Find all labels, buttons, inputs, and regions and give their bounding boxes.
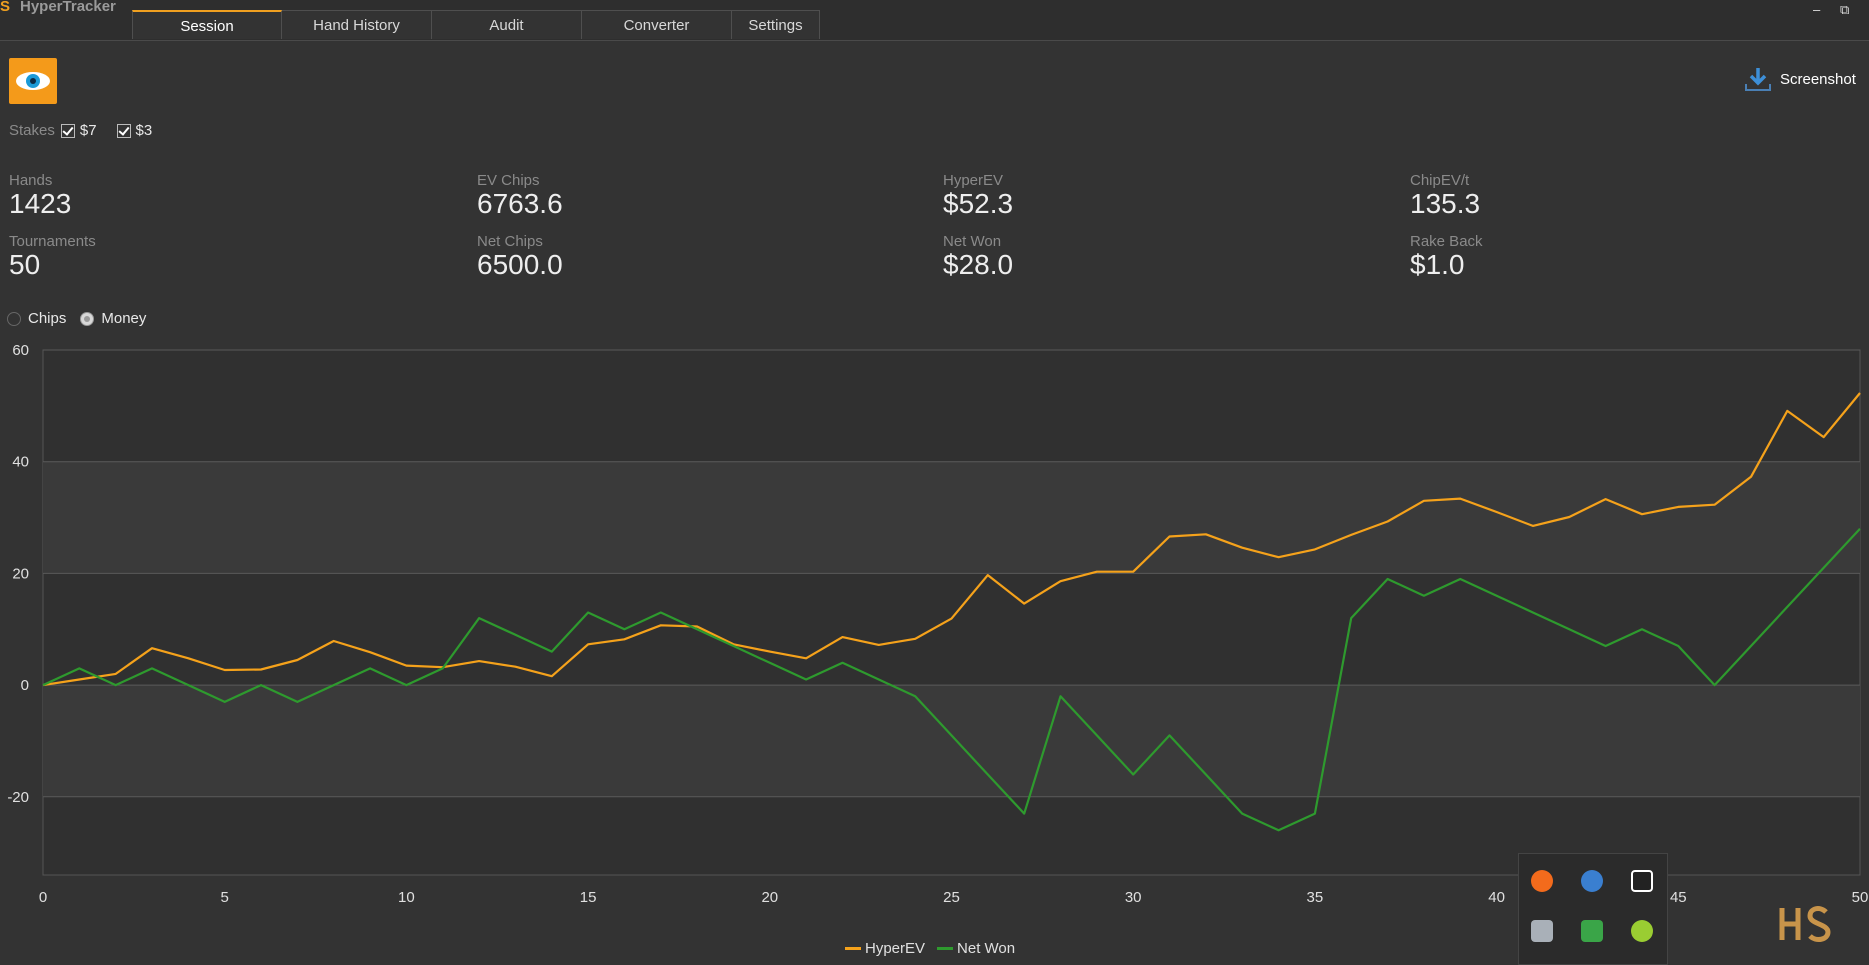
restore-button[interactable]: ⧉ — [1840, 2, 1850, 17]
x-tick-label: 10 — [398, 889, 415, 906]
legend-hyper-ev-label: HyperEV — [865, 940, 926, 957]
stake-3-label: $3 — [135, 122, 153, 139]
plot-band — [43, 461, 1860, 574]
legend-net-won-label: Net Won — [957, 940, 1016, 957]
tab-converter[interactable]: Converter — [582, 10, 732, 39]
stake-7-checkbox[interactable] — [60, 123, 75, 138]
avast-icon[interactable] — [1531, 870, 1553, 892]
eye-icon — [16, 72, 50, 90]
tab-session[interactable]: Session — [132, 10, 282, 39]
chart-legend: HyperEV Net Won — [845, 940, 1027, 957]
stat-net-won: Net Won $28.0 — [943, 234, 1013, 280]
shield-icon[interactable] — [1631, 870, 1653, 892]
tab-audit[interactable]: Audit — [432, 10, 582, 39]
x-tick-label: 25 — [943, 889, 960, 906]
stat-net-chips-label: Net Chips — [477, 233, 543, 250]
legend-net-won-swatch — [937, 947, 954, 950]
chips-radio-label: Chips — [28, 310, 67, 327]
app-logo-icon: S — [0, 0, 11, 15]
hs-logo-icon — [1779, 906, 1831, 942]
y-tick-label: 60 — [12, 342, 29, 359]
stake-3-checkbox[interactable] — [116, 123, 131, 138]
screenshot-label: Screenshot — [1780, 70, 1856, 88]
x-tick-label: 45 — [1670, 889, 1687, 906]
series-line-hyperev — [42, 392, 1861, 687]
stat-chip-ev-t-value: 135.3 — [1410, 188, 1481, 219]
stakes-label: Stakes — [9, 122, 55, 139]
stat-rake-back-label: Rake Back — [1410, 233, 1483, 250]
x-tick-label: 40 — [1488, 889, 1505, 906]
stat-tournaments-value: 50 — [9, 249, 41, 280]
title-bar: S HyperTracker Session Hand History Audi… — [0, 0, 1869, 41]
stat-rake-back-value: $1.0 — [1410, 249, 1465, 280]
y-tick-label: 40 — [12, 454, 29, 471]
y-tick-label: -20 — [7, 789, 29, 806]
stat-ev-chips: EV Chips 6763.6 — [477, 173, 563, 219]
system-tray-popup — [1518, 853, 1668, 965]
moon-app-icon[interactable] — [1581, 870, 1603, 892]
stat-chip-ev-t: ChipEV/t 135.3 — [1410, 173, 1480, 219]
snip-tool-icon[interactable] — [1531, 920, 1553, 942]
session-chart: 60 40 20 0 -20 0 5 10 15 20 25 30 35 40 45 50 — [7, 342, 1869, 906]
stat-rake-back: Rake Back $1.0 — [1410, 234, 1483, 280]
download-icon — [1745, 68, 1771, 91]
x-tick-label: 30 — [1125, 889, 1142, 906]
stat-ev-chips-value: 6763.6 — [477, 188, 563, 219]
series-line-net-won — [42, 527, 1861, 832]
stat-tournaments: Tournaments 50 — [9, 234, 96, 280]
stat-net-won-label: Net Won — [943, 233, 1002, 250]
app-title: HyperTracker — [20, 0, 116, 15]
eye-toggle-button[interactable] — [9, 58, 57, 104]
x-tick-label: 35 — [1307, 889, 1324, 906]
update-notification-icon[interactable] — [1631, 920, 1653, 942]
minimize-button[interactable]: – — [1813, 2, 1821, 17]
x-tick-label: 50 — [1852, 889, 1869, 906]
x-tick-label: 20 — [761, 889, 778, 906]
legend-hyper-ev: HyperEV — [845, 940, 925, 957]
stat-net-chips: Net Chips 6500.0 — [477, 234, 563, 280]
stat-tournaments-label: Tournaments — [9, 233, 96, 250]
stat-hands: Hands 1423 — [9, 173, 71, 219]
stat-net-chips-value: 6500.0 — [477, 249, 563, 280]
stat-hyper-ev: HyperEV $52.3 — [943, 173, 1013, 219]
legend-hyper-ev-swatch — [845, 947, 861, 950]
money-radio-label: Money — [101, 310, 147, 327]
main-tabs: Session Hand History Audit Converter Set… — [132, 10, 820, 40]
legend-net-won: Net Won — [937, 940, 1015, 957]
stat-hands-label: Hands — [9, 172, 53, 189]
tab-hand-history[interactable]: Hand History — [282, 10, 432, 39]
tab-settings[interactable]: Settings — [732, 10, 820, 39]
screenshot-button[interactable]: Screenshot — [1744, 66, 1856, 92]
x-tick-label: 15 — [580, 889, 597, 906]
stat-ev-chips-label: EV Chips — [477, 172, 540, 189]
stat-hands-value: 1423 — [9, 188, 72, 219]
stake-7-label: $7 — [79, 122, 97, 139]
stat-chip-ev-t-label: ChipEV/t — [1410, 172, 1470, 189]
x-tick-label: 0 — [39, 889, 47, 906]
s-app-icon[interactable] — [1581, 920, 1603, 942]
y-tick-label: 20 — [12, 565, 29, 582]
money-radio[interactable] — [80, 311, 95, 326]
view-mode-selector: Chips Money — [7, 310, 146, 327]
stat-hyper-ev-label: HyperEV — [943, 172, 1004, 189]
chips-radio[interactable] — [7, 311, 21, 326]
stakes-filter: Stakes $7 $3 — [9, 122, 172, 139]
stat-hyper-ev-value: $52.3 — [943, 188, 1014, 219]
x-tick-label: 5 — [221, 889, 229, 906]
plot-band — [43, 685, 1860, 797]
y-tick-label: 0 — [21, 677, 29, 694]
stat-net-won-value: $28.0 — [943, 249, 1014, 280]
